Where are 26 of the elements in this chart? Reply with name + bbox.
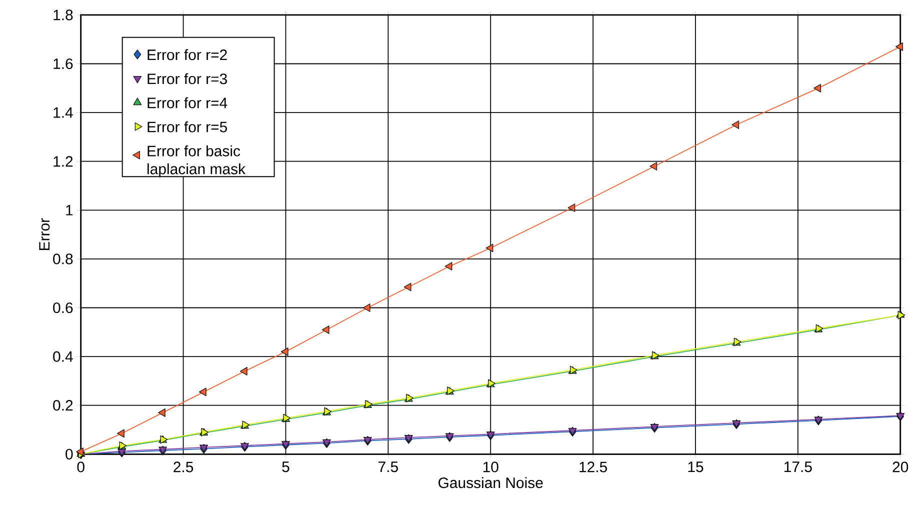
x-tick-label: 15 bbox=[688, 462, 704, 472]
y-tick-label: 1 bbox=[66, 204, 73, 216]
y-tick-label: 0.4 bbox=[53, 351, 73, 362]
legend-label: Error for basic laplacian mask bbox=[148, 145, 246, 178]
y-tick-label: 1.2 bbox=[54, 156, 73, 167]
y-tick-label: 0.8 bbox=[53, 254, 73, 264]
y-axis-title: Error bbox=[39, 218, 50, 250]
x-tick-label: 5 bbox=[282, 462, 290, 472]
y-tick-label: 0.2 bbox=[53, 400, 73, 411]
x-tick-label: 12.5 bbox=[580, 462, 607, 472]
x-tick-label: 7.5 bbox=[378, 462, 398, 472]
x-axis-title: Gaussian Noise bbox=[438, 477, 543, 488]
legend-label: Error for r=4 bbox=[148, 97, 228, 108]
y-tick-label: 0 bbox=[66, 448, 73, 460]
y-tick-label: 1.6 bbox=[54, 58, 73, 70]
legend-label: Error for r=2 bbox=[148, 49, 227, 60]
legend-label: Error for r=3 bbox=[148, 73, 227, 84]
y-tick-label: 1.4 bbox=[54, 107, 73, 118]
x-tick-label: 20 bbox=[892, 462, 908, 472]
x-tick-label: 10 bbox=[483, 462, 498, 472]
x-tick-label: 0 bbox=[77, 462, 84, 472]
legend-label: Error for r=5 bbox=[148, 121, 227, 132]
y-tick-label: 0.6 bbox=[53, 302, 73, 314]
x-tick-label: 2.5 bbox=[174, 462, 194, 472]
x-tick-label: 17.5 bbox=[784, 462, 812, 472]
y-tick-label: 1.8 bbox=[54, 10, 73, 20]
